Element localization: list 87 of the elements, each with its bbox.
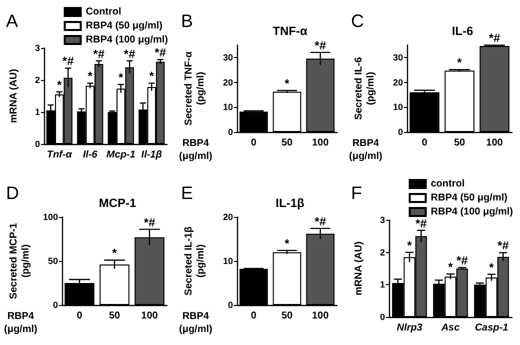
data-label: * xyxy=(149,69,154,84)
y-axis-title: Secreted MCP-1 (pg/ml) xyxy=(8,222,32,300)
data-label: * xyxy=(284,76,290,90)
x-axis-title: RBP4 (μg/ml) xyxy=(178,138,212,162)
y-tick-label: 30 xyxy=(222,52,233,62)
data-label: *# xyxy=(456,254,468,268)
y-tick-label: 20 xyxy=(222,77,233,88)
x-tick-label: 0 xyxy=(422,138,428,148)
legend-label: RBP4 (100 μg/ml) xyxy=(86,34,168,46)
y-tick-label: 1 xyxy=(380,280,385,290)
y-tick-label: 0 xyxy=(228,127,233,137)
data-label: * xyxy=(407,238,412,252)
x-tick-label: Nlrp3 xyxy=(396,322,423,334)
x-tick-label: 100 xyxy=(312,310,330,322)
x-tick-label: 0 xyxy=(250,310,257,322)
y-tick-label: 10 xyxy=(222,256,233,266)
x-tick-label: Il-6 xyxy=(82,150,98,160)
y-tick-label: 100 xyxy=(42,212,58,222)
y-tick-label: 0 xyxy=(228,300,233,310)
y-tick-label: 50 xyxy=(48,256,58,266)
legend-label: RBP4 (50 μg/ml) xyxy=(86,20,162,32)
x-tick-label: 100 xyxy=(312,138,330,148)
x-tick-label: Casp-1 xyxy=(474,322,509,334)
data-label: *# xyxy=(488,31,500,46)
x-tick-label: 50 xyxy=(281,310,293,322)
data-label: *# xyxy=(62,54,74,68)
x-axis-title: RBP4 (μg/ml) xyxy=(4,311,38,335)
x-tick-label: 0 xyxy=(250,138,257,148)
data-label: * xyxy=(457,56,462,70)
data-label: *# xyxy=(415,216,428,230)
data-label: * xyxy=(57,78,62,92)
data-label: *# xyxy=(497,238,510,253)
y-axis-title: Secreted IL-6 (pg/ml) xyxy=(354,56,376,120)
data-label: * xyxy=(284,236,290,250)
text: D xyxy=(6,183,19,203)
y-axis-title: mRNA (AU) xyxy=(354,241,364,296)
y-tick-label: 1 xyxy=(34,107,40,117)
data-label: *# xyxy=(314,38,326,52)
x-tick-label: 50 xyxy=(454,138,466,148)
x-tick-label: 100 xyxy=(141,310,158,322)
y-tick-label: 3 xyxy=(34,43,40,53)
data-label: * xyxy=(88,69,93,84)
chart-title: IL-6 xyxy=(452,24,474,38)
y-tick-label: 2 xyxy=(380,247,385,258)
y-tick-label: 10 xyxy=(392,102,403,112)
text: A xyxy=(6,11,18,31)
y-tick-label: 20 xyxy=(392,77,403,88)
legend-label: Control xyxy=(86,6,122,18)
data-label: *# xyxy=(93,46,105,61)
data-label: *# xyxy=(154,46,166,60)
text: B xyxy=(181,11,194,31)
data-label: *# xyxy=(124,46,136,61)
x-tick-label: 50 xyxy=(281,138,293,148)
legend-label: RBP4 (50 μg/ml) xyxy=(430,192,508,204)
x-axis-title: RBP4 (μg/ml) xyxy=(178,311,212,335)
chart-title: MCP-1 xyxy=(98,196,136,210)
legend-label: control xyxy=(430,178,465,190)
x-tick-label: 100 xyxy=(486,138,504,148)
x-axis-title: RBP4 (μg/ml) xyxy=(348,138,382,162)
y-tick-label: 2 xyxy=(34,75,40,85)
y-tick-label: 20 xyxy=(222,212,233,222)
text: C xyxy=(351,11,364,31)
y-tick-label: 0 xyxy=(52,300,58,310)
y-axis-title: Secreted IL-1β (pg/ml) xyxy=(184,226,206,296)
y-tick-label: 10 xyxy=(222,102,233,112)
data-label: * xyxy=(448,260,454,274)
data-label: *# xyxy=(314,214,326,228)
x-tick-label: Mcp-1 xyxy=(106,150,136,160)
data-label: * xyxy=(489,260,494,274)
y-axis-title: mRNA (AU) xyxy=(8,68,20,124)
chart-title: IL-1β xyxy=(276,196,304,210)
x-tick-label: Il-1β xyxy=(141,150,162,160)
chart-title: TNF-α xyxy=(272,24,308,38)
legend-label: RBP4 (100 μg/ml) xyxy=(430,206,514,218)
x-tick-label: Tnf-α xyxy=(46,150,73,160)
y-tick-label: 30 xyxy=(392,52,403,62)
x-tick-label: Asc xyxy=(440,322,460,334)
y-axis-title: Secreted TNF-α (pg/ml) xyxy=(184,50,206,126)
x-tick-label: 50 xyxy=(108,310,120,322)
data-label: *# xyxy=(144,215,156,230)
y-tick-label: 0 xyxy=(398,127,403,137)
text: E xyxy=(181,183,194,203)
y-tick-label: 3 xyxy=(380,215,385,225)
data-label: * xyxy=(112,246,118,260)
data-label: * xyxy=(118,70,124,84)
x-tick-label: 0 xyxy=(76,310,83,322)
text: F xyxy=(351,183,362,203)
